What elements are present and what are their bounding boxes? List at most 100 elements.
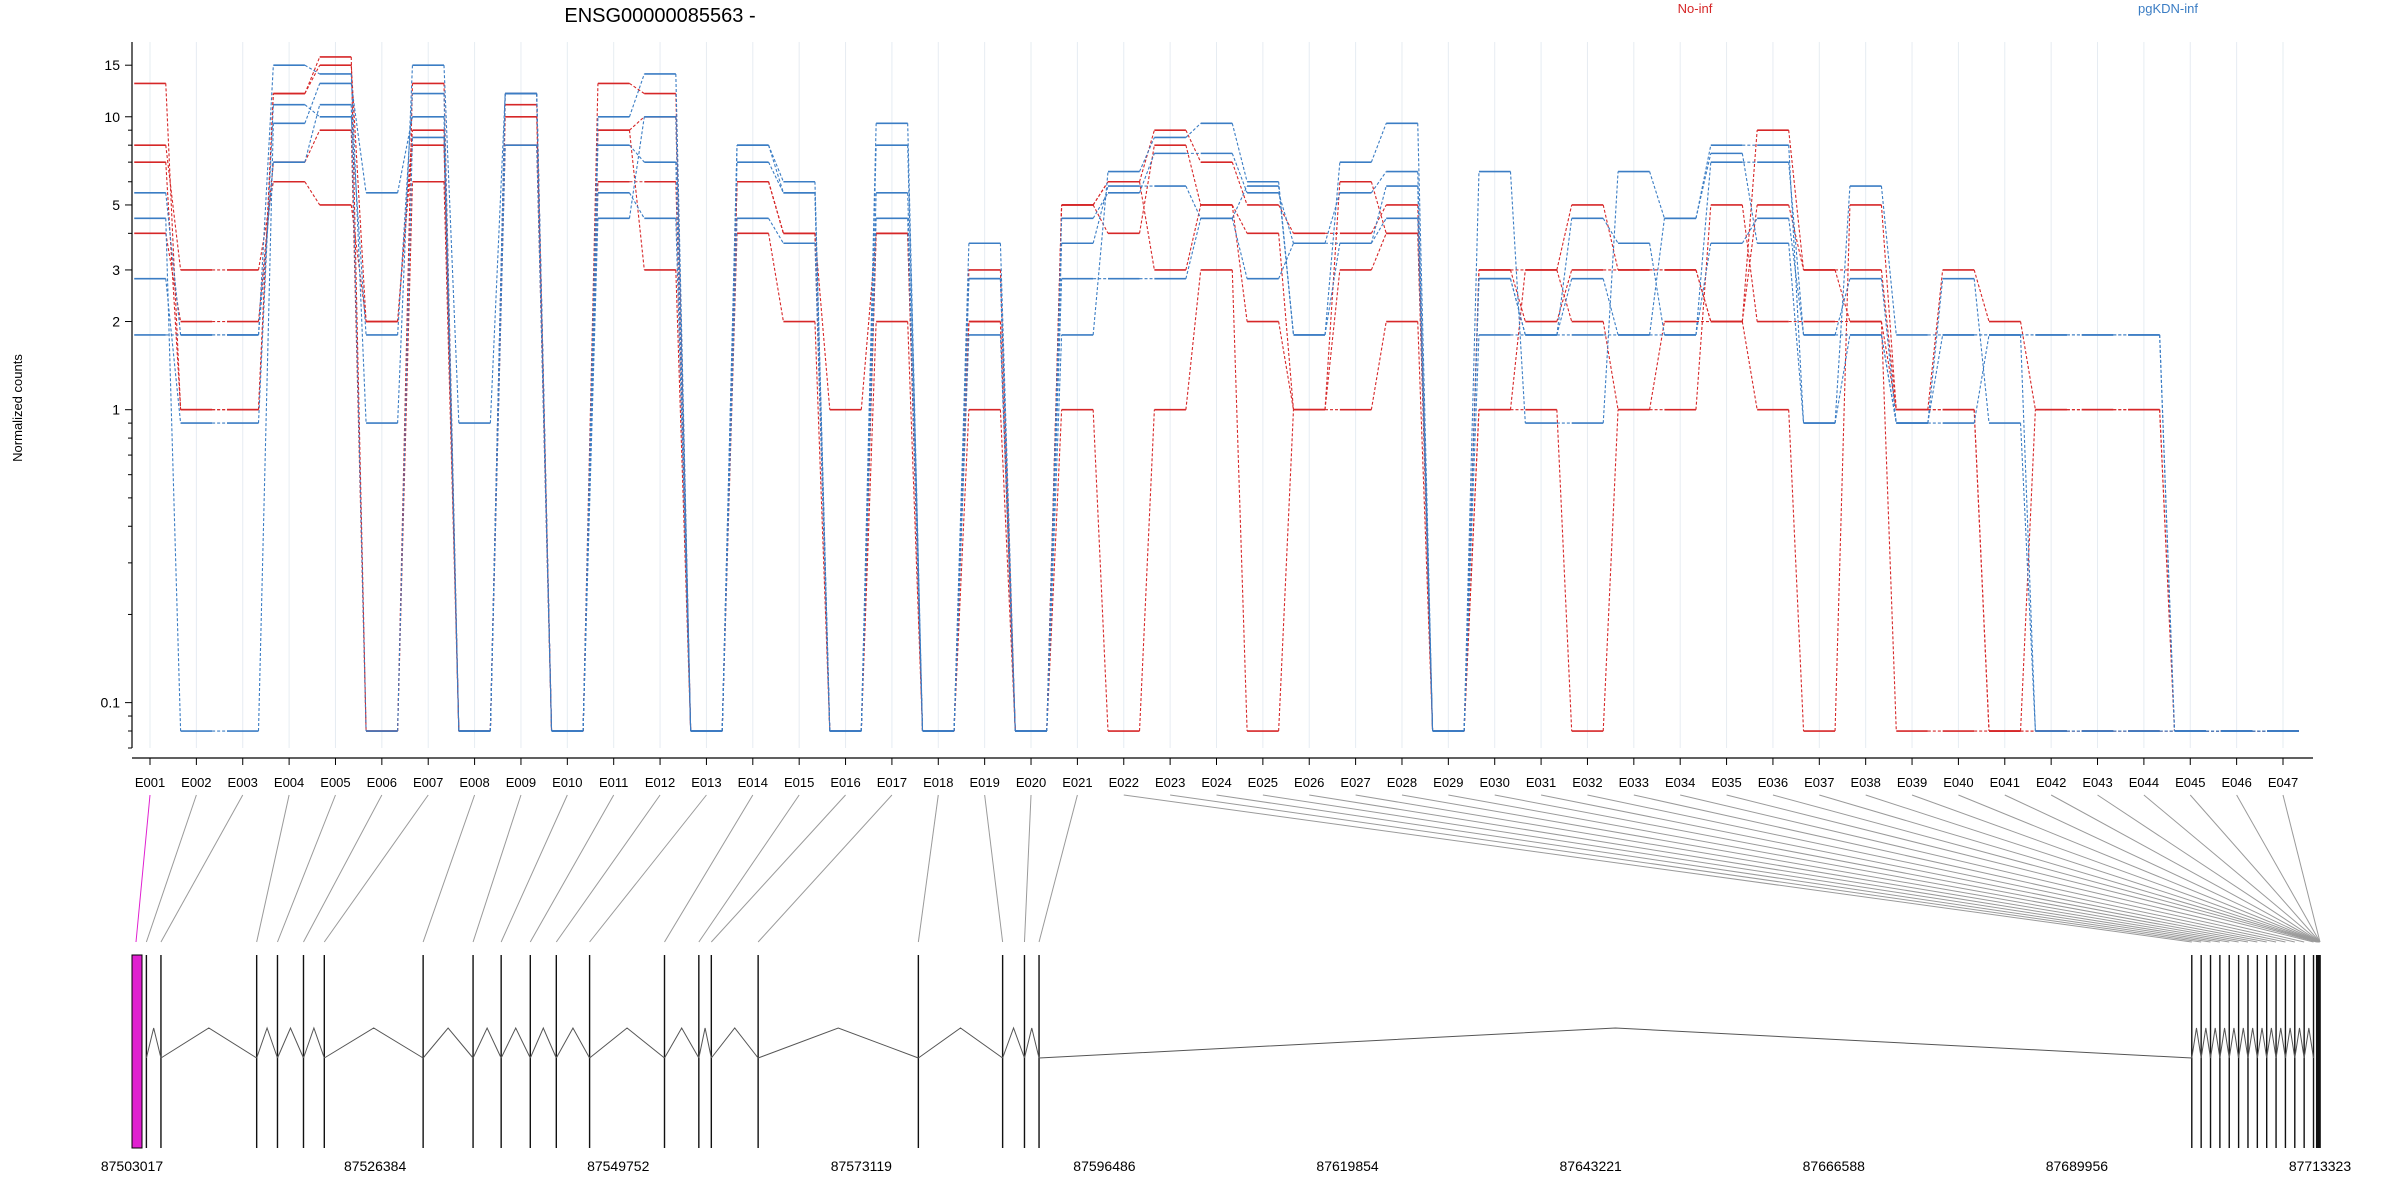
- exon-tick-label: E031: [1526, 775, 1556, 790]
- exon-tick-label: E041: [1990, 775, 2020, 790]
- series-pgkdn-inf-7: [134, 92, 2299, 732]
- exon-tick-label: E045: [2175, 775, 2205, 790]
- vertical-gridlines: [149, 42, 2284, 748]
- series-connector-line: [165, 93, 2268, 732]
- exon-tick-label: E006: [367, 775, 397, 790]
- exon-tick-label: E008: [459, 775, 489, 790]
- exon-connector: [1633, 794, 2295, 943]
- exon-connector: [472, 794, 522, 943]
- exon-tick-label: E013: [691, 775, 721, 790]
- exon-connector: [1587, 794, 2286, 943]
- axes: 0.1 1 2 3 5 10 15: [101, 42, 2313, 765]
- exon-connector: [529, 794, 615, 943]
- exon-genome-connectors: [135, 794, 2321, 943]
- series-connector-line: [165, 56, 2268, 732]
- exon-connector: [256, 794, 290, 943]
- genome-tick-label: 87643221: [1560, 1158, 1623, 1174]
- exon-tick-label: E025: [1248, 775, 1278, 790]
- exon-tick-label: E042: [2036, 775, 2066, 790]
- exon-connector: [2097, 794, 2320, 943]
- exon-connector: [303, 794, 383, 943]
- exon-connector: [1262, 794, 2220, 943]
- exon-tick-label: E034: [1665, 775, 1695, 790]
- exon-tick-label: E022: [1109, 775, 1139, 790]
- legend-label-pgkdn-inf: pgKDN-inf: [2138, 1, 2198, 16]
- exon-connector: [555, 794, 661, 943]
- exon-tick-label: E005: [320, 775, 350, 790]
- exon-tick-label: E001: [135, 775, 165, 790]
- exon-connector: [160, 794, 244, 943]
- genome-tick-label: 87713323: [2289, 1158, 2352, 1174]
- series-connector-line: [165, 83, 2268, 732]
- exon-tick-label: E043: [2082, 775, 2112, 790]
- exon-connector: [1123, 794, 2192, 943]
- exon-tick-label: E028: [1387, 775, 1417, 790]
- exon-tick-label: E037: [1804, 775, 1834, 790]
- exon-connector: [2189, 794, 2321, 943]
- exon-tick-label: E016: [830, 775, 860, 790]
- exon-connector: [698, 794, 800, 943]
- exon-tick-label: E003: [228, 775, 258, 790]
- exon-connector: [1680, 794, 2305, 943]
- exon-tick-label: E023: [1155, 775, 1185, 790]
- y-tick-label: 10: [104, 109, 120, 125]
- y-tick-label: 0.1: [101, 695, 121, 711]
- exon-connector: [1309, 794, 2230, 943]
- genome-tick-label: 87666588: [1803, 1158, 1866, 1174]
- exon-connector: [500, 794, 568, 943]
- exon-tick-label: E044: [2129, 775, 2159, 790]
- exon-connector: [1216, 794, 2211, 943]
- exon-connector: [1038, 794, 1078, 943]
- exon-connector: [2236, 794, 2321, 943]
- exon-connector: [1170, 794, 2202, 943]
- exon-connector: [323, 794, 429, 943]
- y-tick-label: 1: [112, 402, 120, 418]
- exon-tick-label: E046: [2221, 775, 2251, 790]
- exon-tick-label: E033: [1619, 775, 1649, 790]
- gene-model-track: [131, 954, 2321, 1149]
- exon-connector: [2050, 794, 2320, 943]
- exon-tick-label: E012: [645, 775, 675, 790]
- exon-tick-label: E030: [1480, 775, 1510, 790]
- genome-tick-label: 87619854: [1316, 1158, 1379, 1174]
- exon-tick-labels: E001 E002 E003 E004 E005 E006 E007 E008 E009 E010…: [135, 775, 2298, 790]
- exon-connector: [589, 794, 707, 943]
- exon-connector: [145, 794, 197, 943]
- exon-tick-label: E007: [413, 775, 443, 790]
- exon-connector: [757, 794, 893, 943]
- exon-tick-label: E035: [1711, 775, 1741, 790]
- exon-tick-label: E019: [969, 775, 999, 790]
- series-lines: [134, 56, 2299, 732]
- exon-connector: [984, 794, 1004, 943]
- exon-tick-label: E014: [738, 775, 768, 790]
- exon-tick-label: E036: [1758, 775, 1788, 790]
- series-connector-line: [165, 93, 2268, 732]
- exon-tick-label: E010: [552, 775, 582, 790]
- exon-connector: [1772, 794, 2317, 943]
- exon-tick-label: E004: [274, 775, 304, 790]
- legend-label-no-inf: No-inf: [1678, 1, 1713, 16]
- genome-tick-label: 87689956: [2046, 1158, 2109, 1174]
- genome-tick-label: 87596486: [1073, 1158, 1136, 1174]
- exon-connector: [1726, 794, 2314, 943]
- exon-tick-label: E017: [877, 775, 907, 790]
- genome-tick-label: 87573119: [831, 1158, 892, 1174]
- exon-tick-label: E047: [2268, 775, 2298, 790]
- exon-connector: [1494, 794, 2267, 943]
- exon-connector: [2282, 794, 2321, 943]
- exon-connector: [2143, 794, 2321, 943]
- exon-connector: [1448, 794, 2258, 943]
- highlighted-exon: [131, 954, 143, 1149]
- exon-connector: [1401, 794, 2249, 943]
- exon-connector: [664, 794, 754, 943]
- genome-tick-label: 87526384: [344, 1158, 407, 1174]
- intron-lines: [145, 1026, 2315, 1059]
- exon-connector: [1958, 794, 2320, 943]
- exon-tick-label: E040: [1943, 775, 1973, 790]
- exon-tick-label: E015: [784, 775, 814, 790]
- y-tick-label: 3: [112, 262, 120, 278]
- exon-connector: [1540, 794, 2277, 943]
- exon-connector: [277, 794, 336, 943]
- exon-connector: [1911, 794, 2319, 943]
